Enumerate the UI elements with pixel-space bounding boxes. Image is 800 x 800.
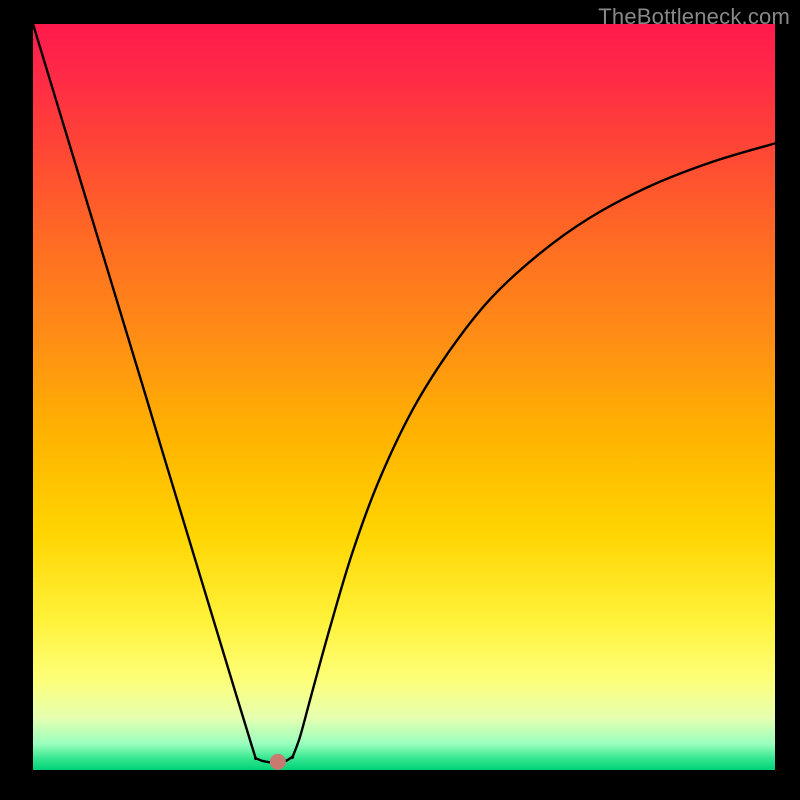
chart-frame: TheBottleneck.com	[0, 0, 800, 800]
plot-svg	[33, 24, 775, 770]
optimal-point-marker	[270, 754, 286, 770]
bottleneck-plot	[33, 24, 775, 770]
gradient-background	[33, 24, 775, 770]
